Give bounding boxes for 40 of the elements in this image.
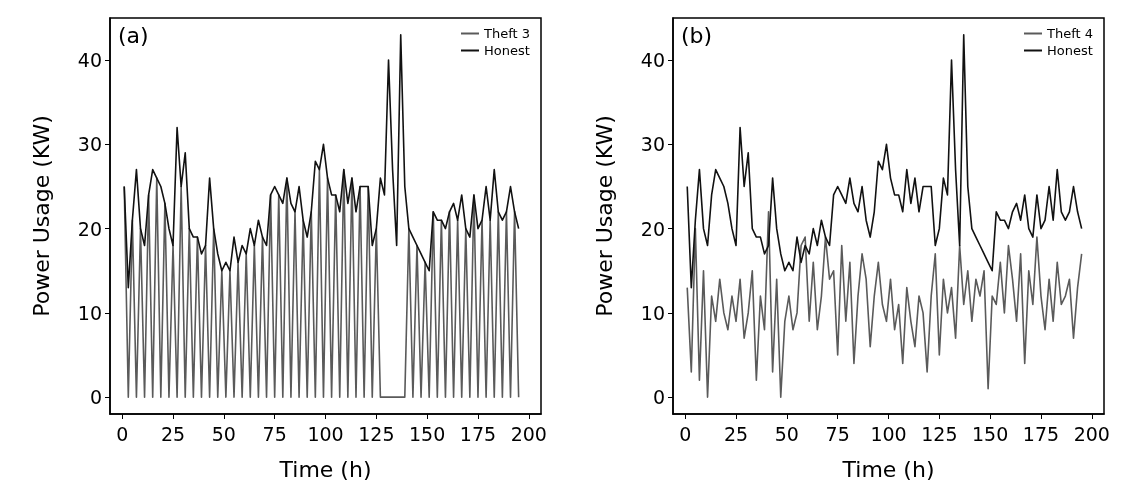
annotation: (a) <box>118 22 149 48</box>
x-tick-label: 0 <box>116 422 129 445</box>
y-axis-title: Power Usage (KW) <box>591 115 617 317</box>
legend-label: Theft 4 <box>1045 26 1093 41</box>
x-tick-label: 100 <box>870 422 907 445</box>
y-tick-label: 20 <box>77 217 102 240</box>
x-tick-label: 175 <box>1022 422 1060 445</box>
line-series <box>686 210 1083 398</box>
x-tick-label: 25 <box>160 422 186 445</box>
x-tick-label: 75 <box>825 422 850 445</box>
y-tick-label: 0 <box>652 386 665 409</box>
y-tick-label: 0 <box>89 386 102 409</box>
legend-label: Theft 3 <box>482 26 530 41</box>
x-tick-label: 50 <box>211 422 236 445</box>
x-tick-label: 125 <box>921 422 958 445</box>
y-axis-title: Power Usage (KW) <box>28 115 54 317</box>
x-axis-title: Time (h) <box>841 456 935 482</box>
x-axis-title: Time (h) <box>278 456 372 482</box>
x-tick-label: 200 <box>1073 422 1110 445</box>
y-tick-label: 20 <box>640 217 665 240</box>
y-tick-label: 40 <box>77 49 102 72</box>
x-tick-label: 150 <box>409 422 446 445</box>
legend-label: Honest <box>483 43 530 58</box>
y-tick-label: 30 <box>640 133 665 156</box>
line-series <box>123 168 520 398</box>
annotation: (b) <box>681 22 713 48</box>
y-tick-label: 10 <box>77 301 102 324</box>
y-tick-label: 30 <box>77 133 102 156</box>
x-tick-label: 50 <box>774 422 799 445</box>
legend-label: Honest <box>1046 43 1093 58</box>
x-tick-label: 175 <box>459 422 497 445</box>
x-tick-label: 125 <box>358 422 395 445</box>
x-tick-label: 75 <box>262 422 287 445</box>
x-tick-label: 150 <box>972 422 1009 445</box>
x-tick-label: 200 <box>510 422 547 445</box>
x-tick-label: 100 <box>307 422 344 445</box>
x-tick-label: 25 <box>723 422 749 445</box>
x-tick-label: 0 <box>679 422 692 445</box>
y-tick-label: 10 <box>640 301 665 324</box>
y-tick-label: 40 <box>640 49 665 72</box>
